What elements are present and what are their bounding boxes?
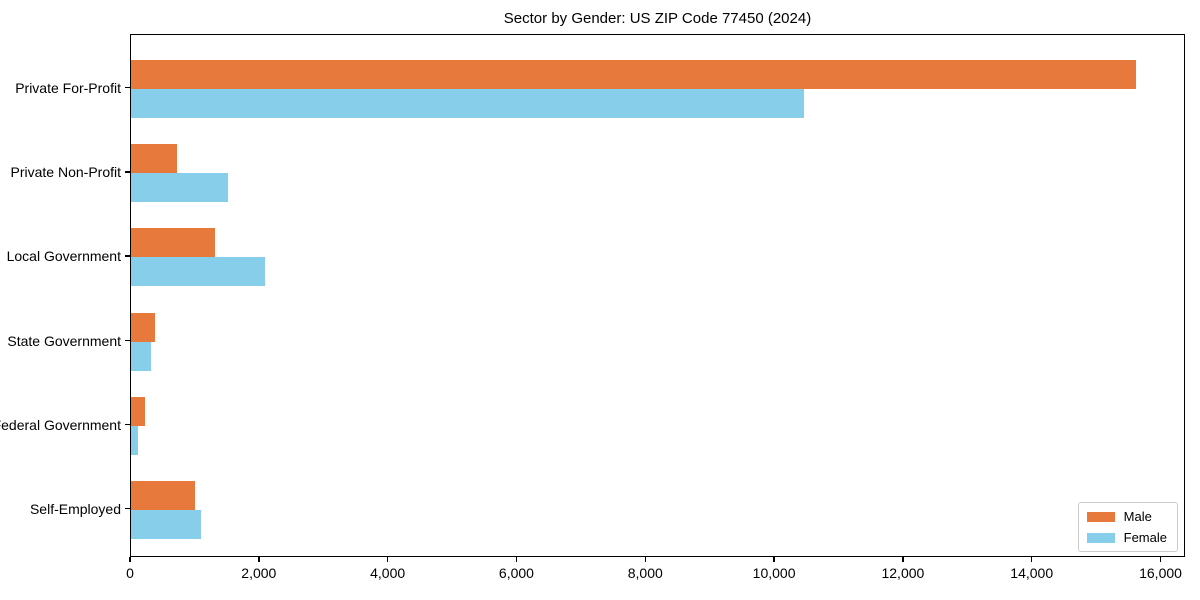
- legend-male-label: Male: [1123, 509, 1152, 524]
- y-axis-label-private-non-profit: Private Non-Profit: [10, 164, 121, 181]
- x-axis-label-12000: 12,000: [881, 565, 925, 581]
- x-tick-2000: [258, 557, 260, 562]
- bar-male-private-for-profit: [131, 60, 1136, 89]
- y-axis-label-federal-government: Federal Government: [0, 416, 121, 433]
- bar-female-local-government: [131, 257, 265, 287]
- x-tick-4000: [386, 557, 389, 562]
- legend-male-swatch: [1086, 511, 1115, 522]
- x-tick-14000: [1031, 557, 1033, 562]
- x-axis-label-0: 0: [126, 565, 134, 581]
- y-axis-label-state-government: State Government: [7, 332, 121, 349]
- bar-male-self-employed: [131, 481, 196, 510]
- legend-entry-male: Male: [1086, 509, 1167, 524]
- bar-male-federal-government: [131, 396, 146, 426]
- x-tick-10000: [773, 557, 775, 562]
- x-axis-label-6000: 6,000: [498, 565, 534, 581]
- chart-title: Sector by Gender: US ZIP Code 77450 (202…: [503, 10, 812, 27]
- y-axis-label-private-for-profit: Private For-Profit: [15, 80, 121, 96]
- y-axis-label-self-employed: Self-Employed: [29, 501, 121, 517]
- legend-entry-female: Female: [1086, 530, 1167, 545]
- x-axis-label-2000: 2,000: [241, 565, 277, 581]
- bar-male-state-government: [131, 312, 156, 342]
- legend-female-swatch: [1086, 532, 1115, 543]
- x-axis-label-16000: 16,000: [1139, 565, 1182, 581]
- bar-female-self-employed: [131, 510, 201, 539]
- bar-male-private-non-profit: [131, 144, 178, 174]
- x-tick-6000: [515, 557, 518, 562]
- x-tick-8000: [644, 557, 646, 562]
- bar-female-private-for-profit: [131, 89, 805, 118]
- plot-area: Male Female: [130, 34, 1185, 557]
- legend: Male Female: [1077, 502, 1178, 552]
- x-tick-16000: [1159, 557, 1162, 562]
- bar-male-local-government: [131, 228, 216, 258]
- x-axis-label-10000: 10,000: [752, 565, 796, 581]
- legend-female-label: Female: [1123, 530, 1167, 545]
- bar-female-state-government: [131, 341, 151, 371]
- bar-female-federal-government: [131, 425, 139, 455]
- x-axis-label-8000: 8,000: [627, 565, 663, 581]
- x-axis-label-4000: 4,000: [370, 565, 406, 581]
- x-tick-12000: [902, 557, 904, 562]
- x-tick-0: [129, 557, 131, 562]
- bar-female-private-non-profit: [131, 173, 229, 203]
- x-axis-label-14000: 14,000: [1010, 565, 1054, 581]
- y-axis-label-local-government: Local Government: [6, 248, 121, 265]
